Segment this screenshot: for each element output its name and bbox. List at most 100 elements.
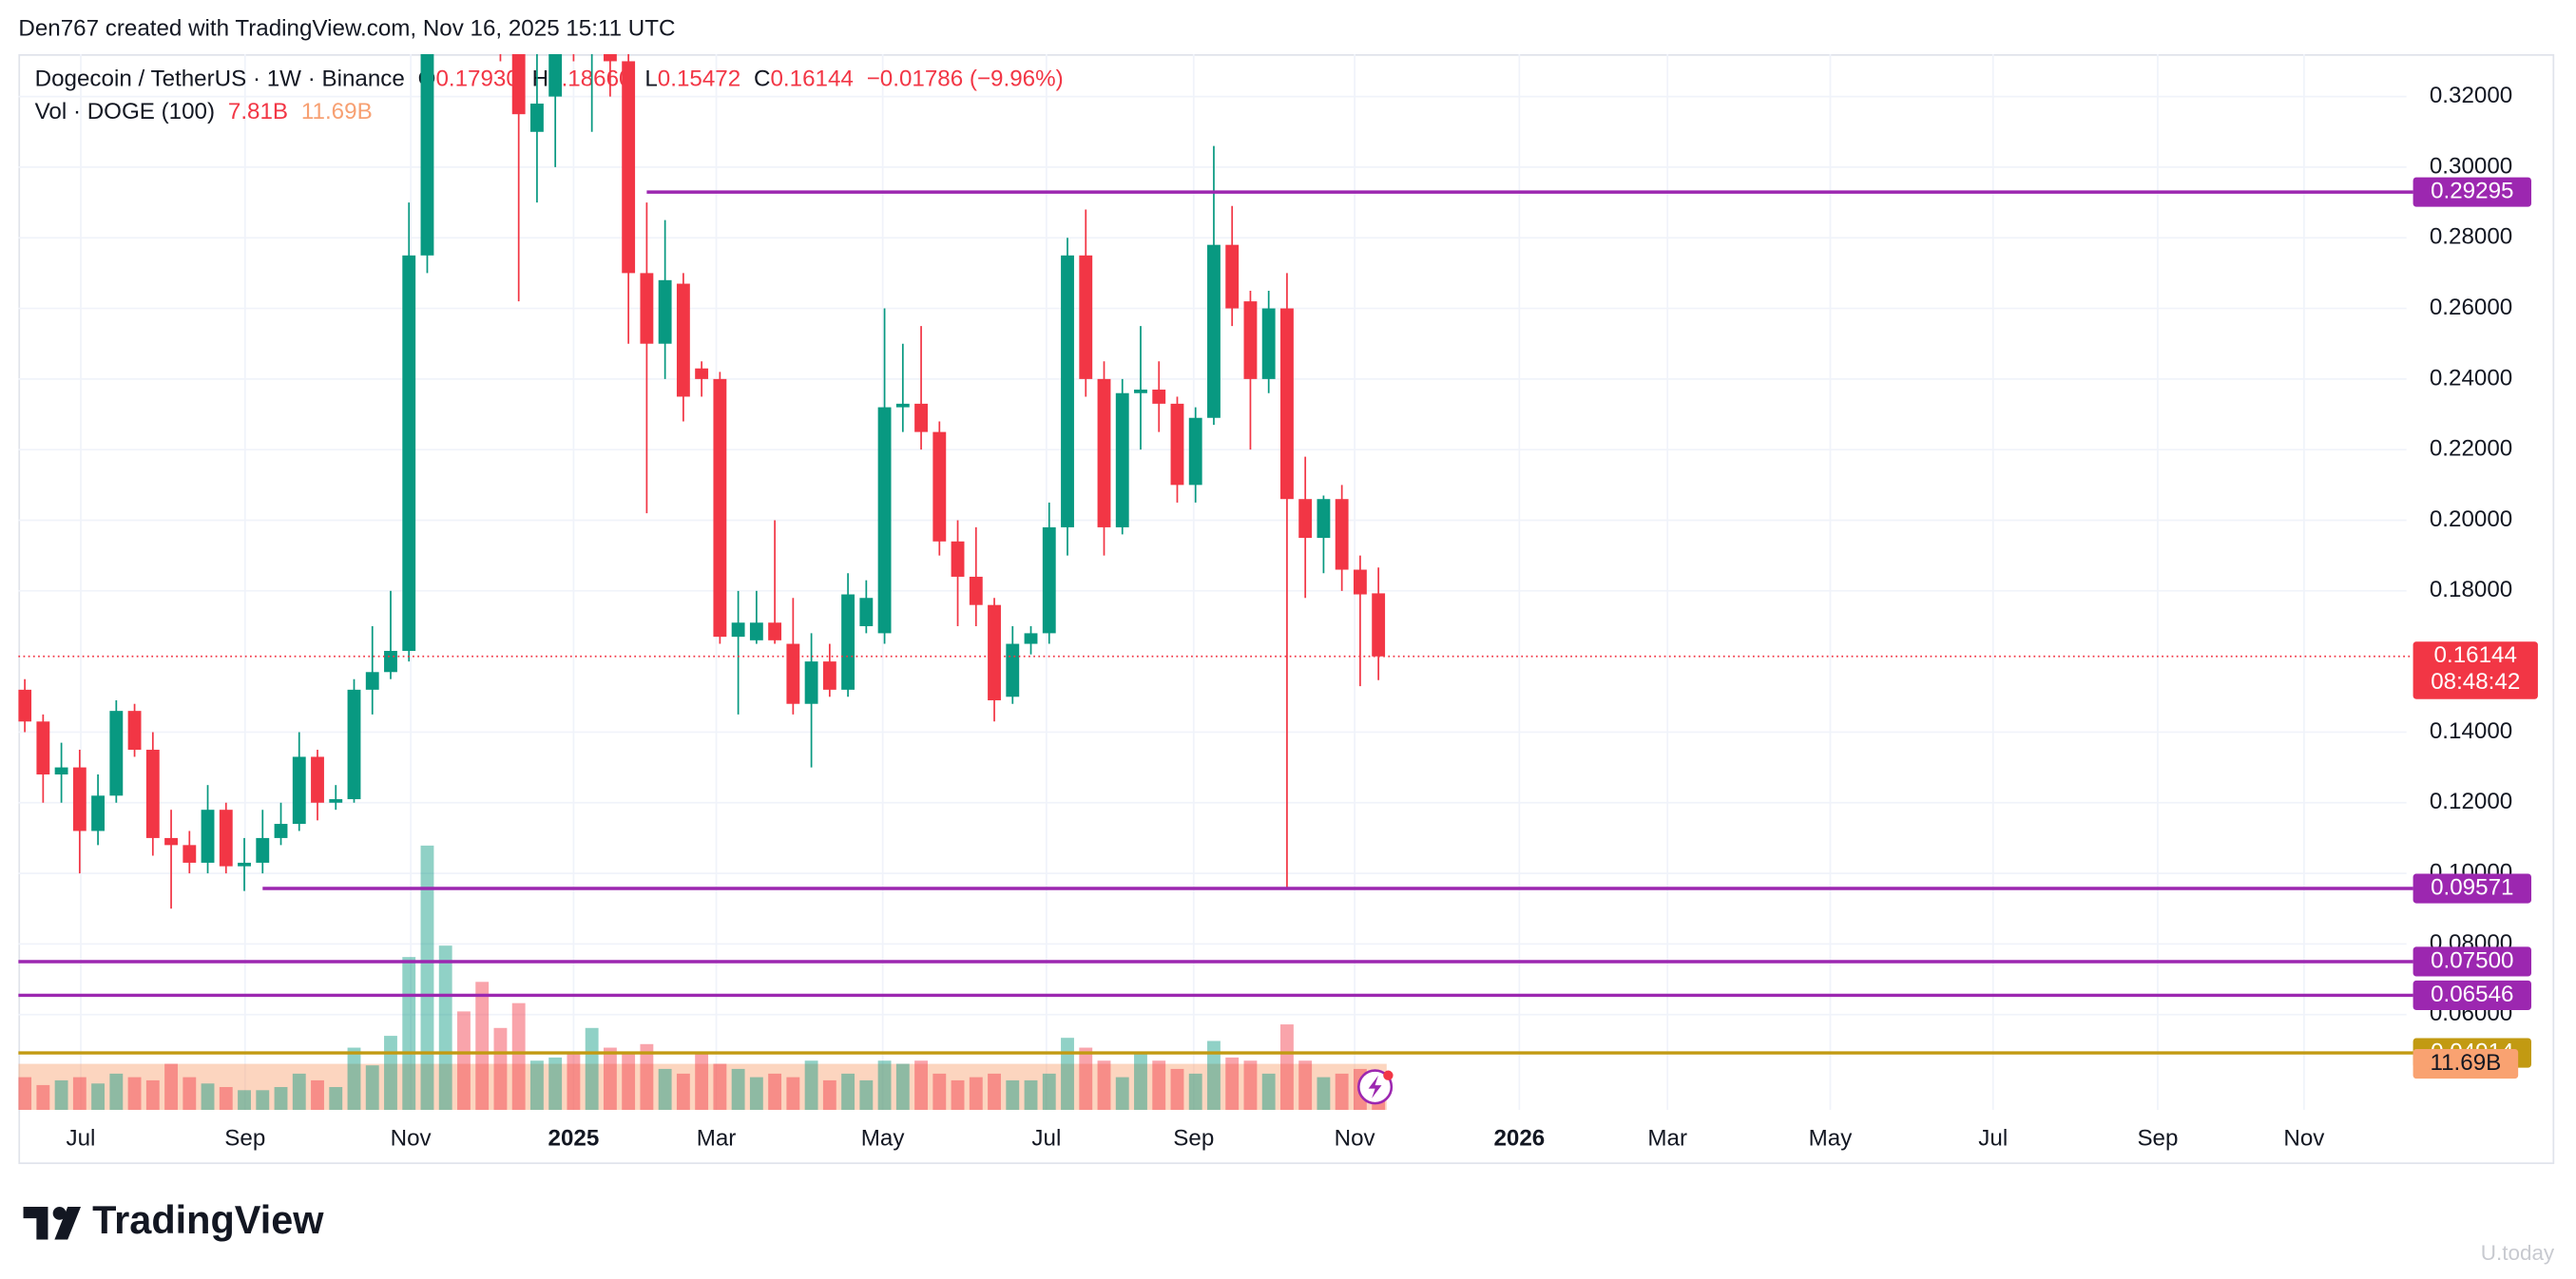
price-axis: Jul Sep Nov 2025 Mar May Jul Sep Nov 2026 Mar May Ju… bbox=[67, 83, 2513, 1152]
volume-bar bbox=[1042, 1073, 1056, 1111]
volume-bar bbox=[804, 1060, 818, 1111]
candle-body bbox=[658, 279, 672, 344]
volume-bar bbox=[530, 1060, 544, 1111]
y-tick-label: 0.26000 bbox=[2430, 295, 2512, 320]
candle-body bbox=[731, 622, 745, 638]
x-tick-label: Sep bbox=[224, 1126, 265, 1152]
volume-bar bbox=[859, 1079, 874, 1111]
candle-body bbox=[292, 756, 306, 825]
volume-bar bbox=[201, 1083, 215, 1111]
y-tick-label: 0.12000 bbox=[2430, 789, 2512, 814]
candle-body bbox=[1298, 499, 1313, 539]
candle-body bbox=[951, 541, 965, 577]
volume-bar bbox=[1061, 1038, 1074, 1111]
volume-bar bbox=[72, 1077, 87, 1111]
candle-body bbox=[1134, 390, 1147, 393]
last-price-label: 0.16144 bbox=[2434, 642, 2517, 668]
alert-icon bbox=[1357, 1069, 1394, 1105]
volume-bar bbox=[640, 1043, 654, 1111]
candle-body bbox=[54, 767, 68, 775]
volume-bar bbox=[749, 1077, 763, 1111]
volume-bar bbox=[256, 1090, 270, 1111]
candle-body bbox=[384, 650, 397, 673]
x-tick-label: Nov bbox=[1335, 1126, 1375, 1152]
candle-body bbox=[1042, 526, 1056, 634]
level-label: 0.07500 bbox=[2431, 947, 2513, 973]
level-label-box bbox=[2413, 980, 2531, 1010]
candle-body bbox=[859, 598, 874, 626]
volume-ma-box bbox=[2413, 1049, 2519, 1079]
volume-bar bbox=[548, 1057, 563, 1111]
volume-bar bbox=[567, 1052, 581, 1111]
candle-body bbox=[1024, 633, 1038, 644]
candle-body bbox=[127, 711, 142, 751]
candle-body bbox=[640, 273, 654, 344]
volume-bar bbox=[1243, 1060, 1258, 1111]
candle-body bbox=[914, 403, 928, 432]
candle-body bbox=[402, 255, 416, 651]
volume-bar bbox=[127, 1077, 142, 1111]
ohlc-value: 0.15472 bbox=[658, 67, 740, 92]
volume-bar bbox=[219, 1086, 233, 1111]
volume-bar bbox=[841, 1073, 855, 1111]
x-tick-label: May bbox=[861, 1126, 906, 1152]
volume-bar bbox=[1225, 1057, 1240, 1111]
volume-bar bbox=[713, 1063, 727, 1111]
candle-body bbox=[1152, 390, 1166, 404]
volume-bar bbox=[457, 1011, 471, 1111]
y-tick-label: 0.32000 bbox=[2430, 83, 2512, 108]
volume-ma-area bbox=[18, 1063, 1387, 1111]
level-label: 0.09571 bbox=[2431, 874, 2513, 900]
volume-bar bbox=[292, 1073, 306, 1111]
volume-bar bbox=[420, 845, 434, 1111]
x-tick-label: Nov bbox=[391, 1126, 432, 1152]
candle-body bbox=[365, 672, 379, 690]
ohlc-key: C bbox=[754, 67, 770, 92]
candle-body bbox=[548, 54, 563, 97]
volume-bar bbox=[1298, 1060, 1313, 1111]
candle-body bbox=[238, 862, 251, 867]
x-tick-label: Sep bbox=[2137, 1126, 2178, 1152]
candle-body bbox=[695, 368, 709, 379]
volume-bar bbox=[822, 1079, 836, 1111]
candle-body bbox=[530, 104, 544, 132]
volume-bar bbox=[1024, 1079, 1038, 1111]
ohlc-value: 0.18660 bbox=[548, 67, 631, 92]
candle-body bbox=[676, 283, 690, 397]
volume-bar bbox=[145, 1079, 160, 1111]
x-tick-label: Nov bbox=[2283, 1126, 2324, 1152]
volume-bar bbox=[1188, 1073, 1202, 1111]
candle-body bbox=[36, 721, 50, 775]
volume-bar bbox=[585, 1027, 599, 1111]
volume-bar bbox=[1317, 1077, 1331, 1111]
last-price-box bbox=[2413, 641, 2538, 699]
level-label-box bbox=[2413, 946, 2531, 977]
candle-body bbox=[1317, 499, 1331, 539]
volume-bar bbox=[365, 1065, 379, 1111]
candle-body bbox=[329, 799, 343, 803]
candle-body bbox=[72, 767, 87, 831]
candle-body bbox=[822, 661, 836, 690]
y-tick-label: 0.22000 bbox=[2430, 436, 2512, 462]
candle-body bbox=[786, 643, 800, 704]
volume-ma-value: 11.69B bbox=[301, 100, 373, 125]
ohlc-value: 0.16144 bbox=[770, 67, 853, 92]
candle-body bbox=[1006, 643, 1020, 697]
candle-body bbox=[1115, 392, 1129, 527]
volume-bar bbox=[1006, 1079, 1020, 1111]
volume-bar bbox=[932, 1073, 947, 1111]
candle-body bbox=[18, 689, 32, 722]
candle-body bbox=[841, 594, 855, 690]
candle-body bbox=[877, 407, 892, 634]
watermark: U.today bbox=[2481, 1241, 2555, 1265]
logo: TradingView bbox=[23, 1197, 324, 1242]
volume-bar bbox=[877, 1060, 892, 1111]
candle-body bbox=[1079, 255, 1093, 379]
volume-bar bbox=[54, 1079, 68, 1111]
volume-bar bbox=[274, 1086, 288, 1111]
candle-body bbox=[183, 845, 197, 863]
candle-body bbox=[932, 431, 947, 542]
